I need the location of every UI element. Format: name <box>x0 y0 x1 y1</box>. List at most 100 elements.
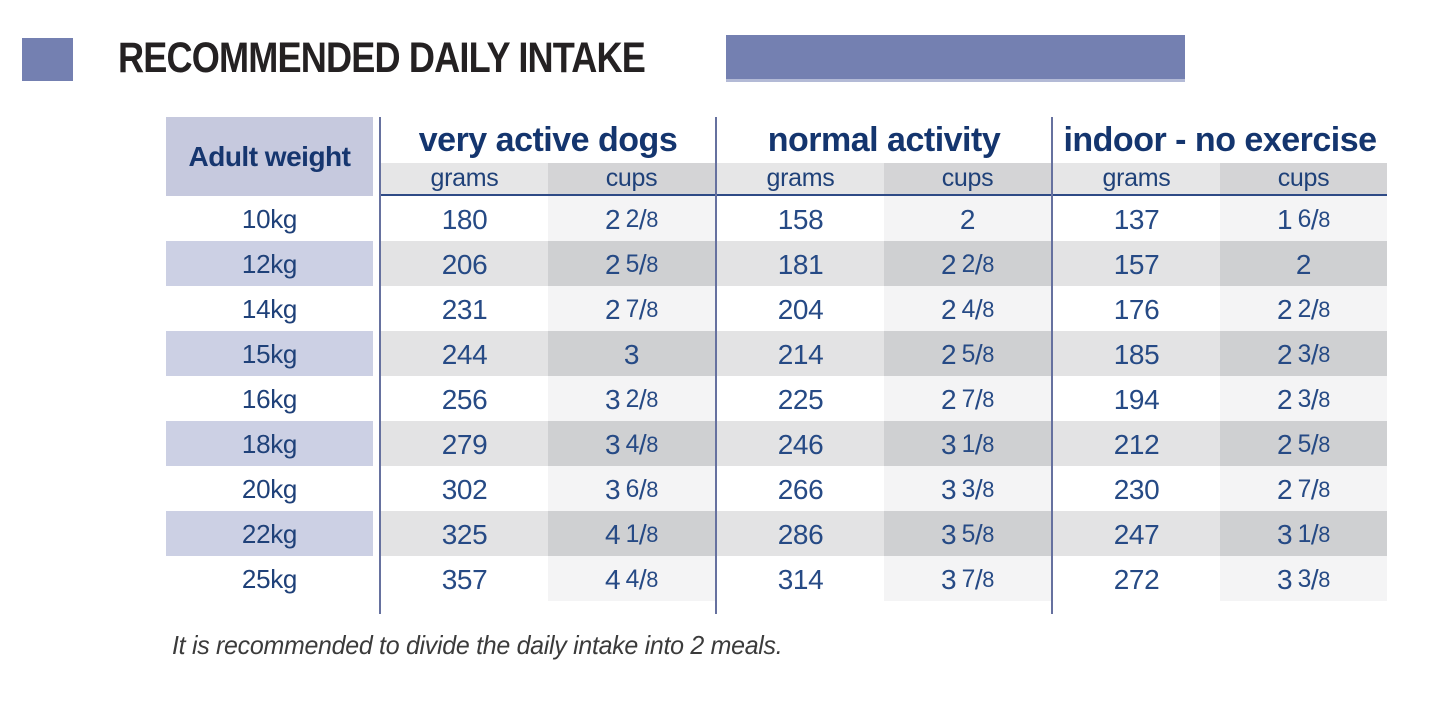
group-title: indoor - no exercise <box>1063 120 1377 159</box>
row-weight-label: 15kg <box>166 331 373 376</box>
cups-value: 2 2/8 <box>548 196 715 241</box>
subheader-grams: grams <box>381 163 548 194</box>
column-divider <box>715 241 717 286</box>
column-divider <box>379 421 381 466</box>
column-divider <box>379 241 381 286</box>
row-gutter <box>373 421 379 466</box>
grams-value: 212 <box>1053 421 1220 466</box>
grams-value: 231 <box>381 286 548 331</box>
grams-value: 204 <box>717 286 884 331</box>
column-divider <box>1051 117 1053 196</box>
cups-value: 3 1/8 <box>884 421 1051 466</box>
column-divider <box>379 376 381 421</box>
grams-value: 194 <box>1053 376 1220 421</box>
column-divider <box>379 511 381 556</box>
column-divider <box>379 286 381 331</box>
divider-tails <box>166 601 1387 614</box>
row-weight-label: 12kg <box>166 241 373 286</box>
column-divider <box>1051 196 1053 241</box>
grams-value: 247 <box>1053 511 1220 556</box>
cups-value: 3 5/8 <box>884 511 1051 556</box>
group-title: very active dogs <box>418 120 678 159</box>
column-divider <box>1051 421 1053 466</box>
cups-value: 2 5/8 <box>548 241 715 286</box>
cups-value: 2 7/8 <box>548 286 715 331</box>
cups-value: 2 5/8 <box>1220 421 1387 466</box>
group-header-indoor-no-exercise: indoor - no exercise grams cups <box>1053 117 1387 196</box>
cups-value: 2 2/8 <box>884 241 1051 286</box>
column-header-adult-weight: Adult weight <box>166 117 373 196</box>
table-row: 10kg 180 2 2/8 158 2 137 1 6/8 <box>166 196 1387 241</box>
column-divider <box>379 556 381 601</box>
table-row: 22kg 325 4 1/8 286 3 5/8 247 3 1/8 <box>166 511 1387 556</box>
cups-value: 3 3/8 <box>1220 556 1387 601</box>
row-weight-label: 25kg <box>166 556 373 601</box>
grams-value: 246 <box>717 421 884 466</box>
header-gutter <box>373 117 379 196</box>
cups-value: 1 6/8 <box>1220 196 1387 241</box>
subheader-grams: grams <box>717 163 884 194</box>
column-divider <box>1051 241 1053 286</box>
column-divider <box>379 331 381 376</box>
cups-value: 3 1/8 <box>1220 511 1387 556</box>
group-header-normal-activity: normal activity grams cups <box>717 117 1051 196</box>
column-divider <box>715 331 717 376</box>
cups-value: 3 6/8 <box>548 466 715 511</box>
column-divider <box>1051 466 1053 511</box>
daily-intake-table: Adult weight very active dogs grams cups… <box>166 117 1387 614</box>
cups-value: 3 7/8 <box>884 556 1051 601</box>
table-row: 20kg 302 3 6/8 266 3 3/8 230 2 7/8 <box>166 466 1387 511</box>
row-weight-label: 14kg <box>166 286 373 331</box>
grams-value: 230 <box>1053 466 1220 511</box>
grams-value: 181 <box>717 241 884 286</box>
cups-value: 3 <box>548 331 715 376</box>
column-divider <box>379 196 381 241</box>
row-weight-label: 22kg <box>166 511 373 556</box>
row-weight-label: 16kg <box>166 376 373 421</box>
subheader-cups: cups <box>884 163 1051 194</box>
grams-value: 266 <box>717 466 884 511</box>
row-gutter <box>373 286 379 331</box>
table-row: 16kg 256 3 2/8 225 2 7/8 194 2 3/8 <box>166 376 1387 421</box>
row-gutter <box>373 466 379 511</box>
grams-value: 158 <box>717 196 884 241</box>
group-title: normal activity <box>767 120 1001 159</box>
row-gutter <box>373 376 379 421</box>
cups-value: 2 3/8 <box>1220 376 1387 421</box>
title-accent-square <box>22 38 73 81</box>
page-title: RECOMMENDED DAILY INTAKE <box>118 34 646 82</box>
column-divider <box>715 466 717 511</box>
cups-value: 2 4/8 <box>884 286 1051 331</box>
column-divider <box>715 556 717 601</box>
title-accent-bar <box>726 35 1185 82</box>
footnote: It is recommended to divide the daily in… <box>172 630 783 660</box>
column-divider <box>1051 511 1053 556</box>
table-row: 25kg 357 4 4/8 314 3 7/8 272 3 3/8 <box>166 556 1387 601</box>
column-divider <box>1051 331 1053 376</box>
column-divider <box>715 421 717 466</box>
grams-value: 244 <box>381 331 548 376</box>
grams-value: 286 <box>717 511 884 556</box>
column-divider <box>379 466 381 511</box>
row-gutter <box>373 241 379 286</box>
row-gutter <box>373 556 379 601</box>
grams-value: 325 <box>381 511 548 556</box>
column-divider <box>1051 556 1053 601</box>
grams-value: 185 <box>1053 331 1220 376</box>
table-row: 15kg 244 3 214 2 5/8 185 2 3/8 <box>166 331 1387 376</box>
grams-value: 314 <box>717 556 884 601</box>
column-divider <box>715 196 717 241</box>
row-gutter <box>373 331 379 376</box>
cups-value: 3 4/8 <box>548 421 715 466</box>
grams-value: 157 <box>1053 241 1220 286</box>
column-divider <box>715 511 717 556</box>
row-gutter <box>373 196 379 241</box>
cups-value: 2 7/8 <box>884 376 1051 421</box>
row-weight-label: 20kg <box>166 466 373 511</box>
row-gutter <box>373 511 379 556</box>
cups-value: 2 7/8 <box>1220 466 1387 511</box>
cups-value: 2 3/8 <box>1220 331 1387 376</box>
cups-value: 4 1/8 <box>548 511 715 556</box>
cups-value: 2 5/8 <box>884 331 1051 376</box>
